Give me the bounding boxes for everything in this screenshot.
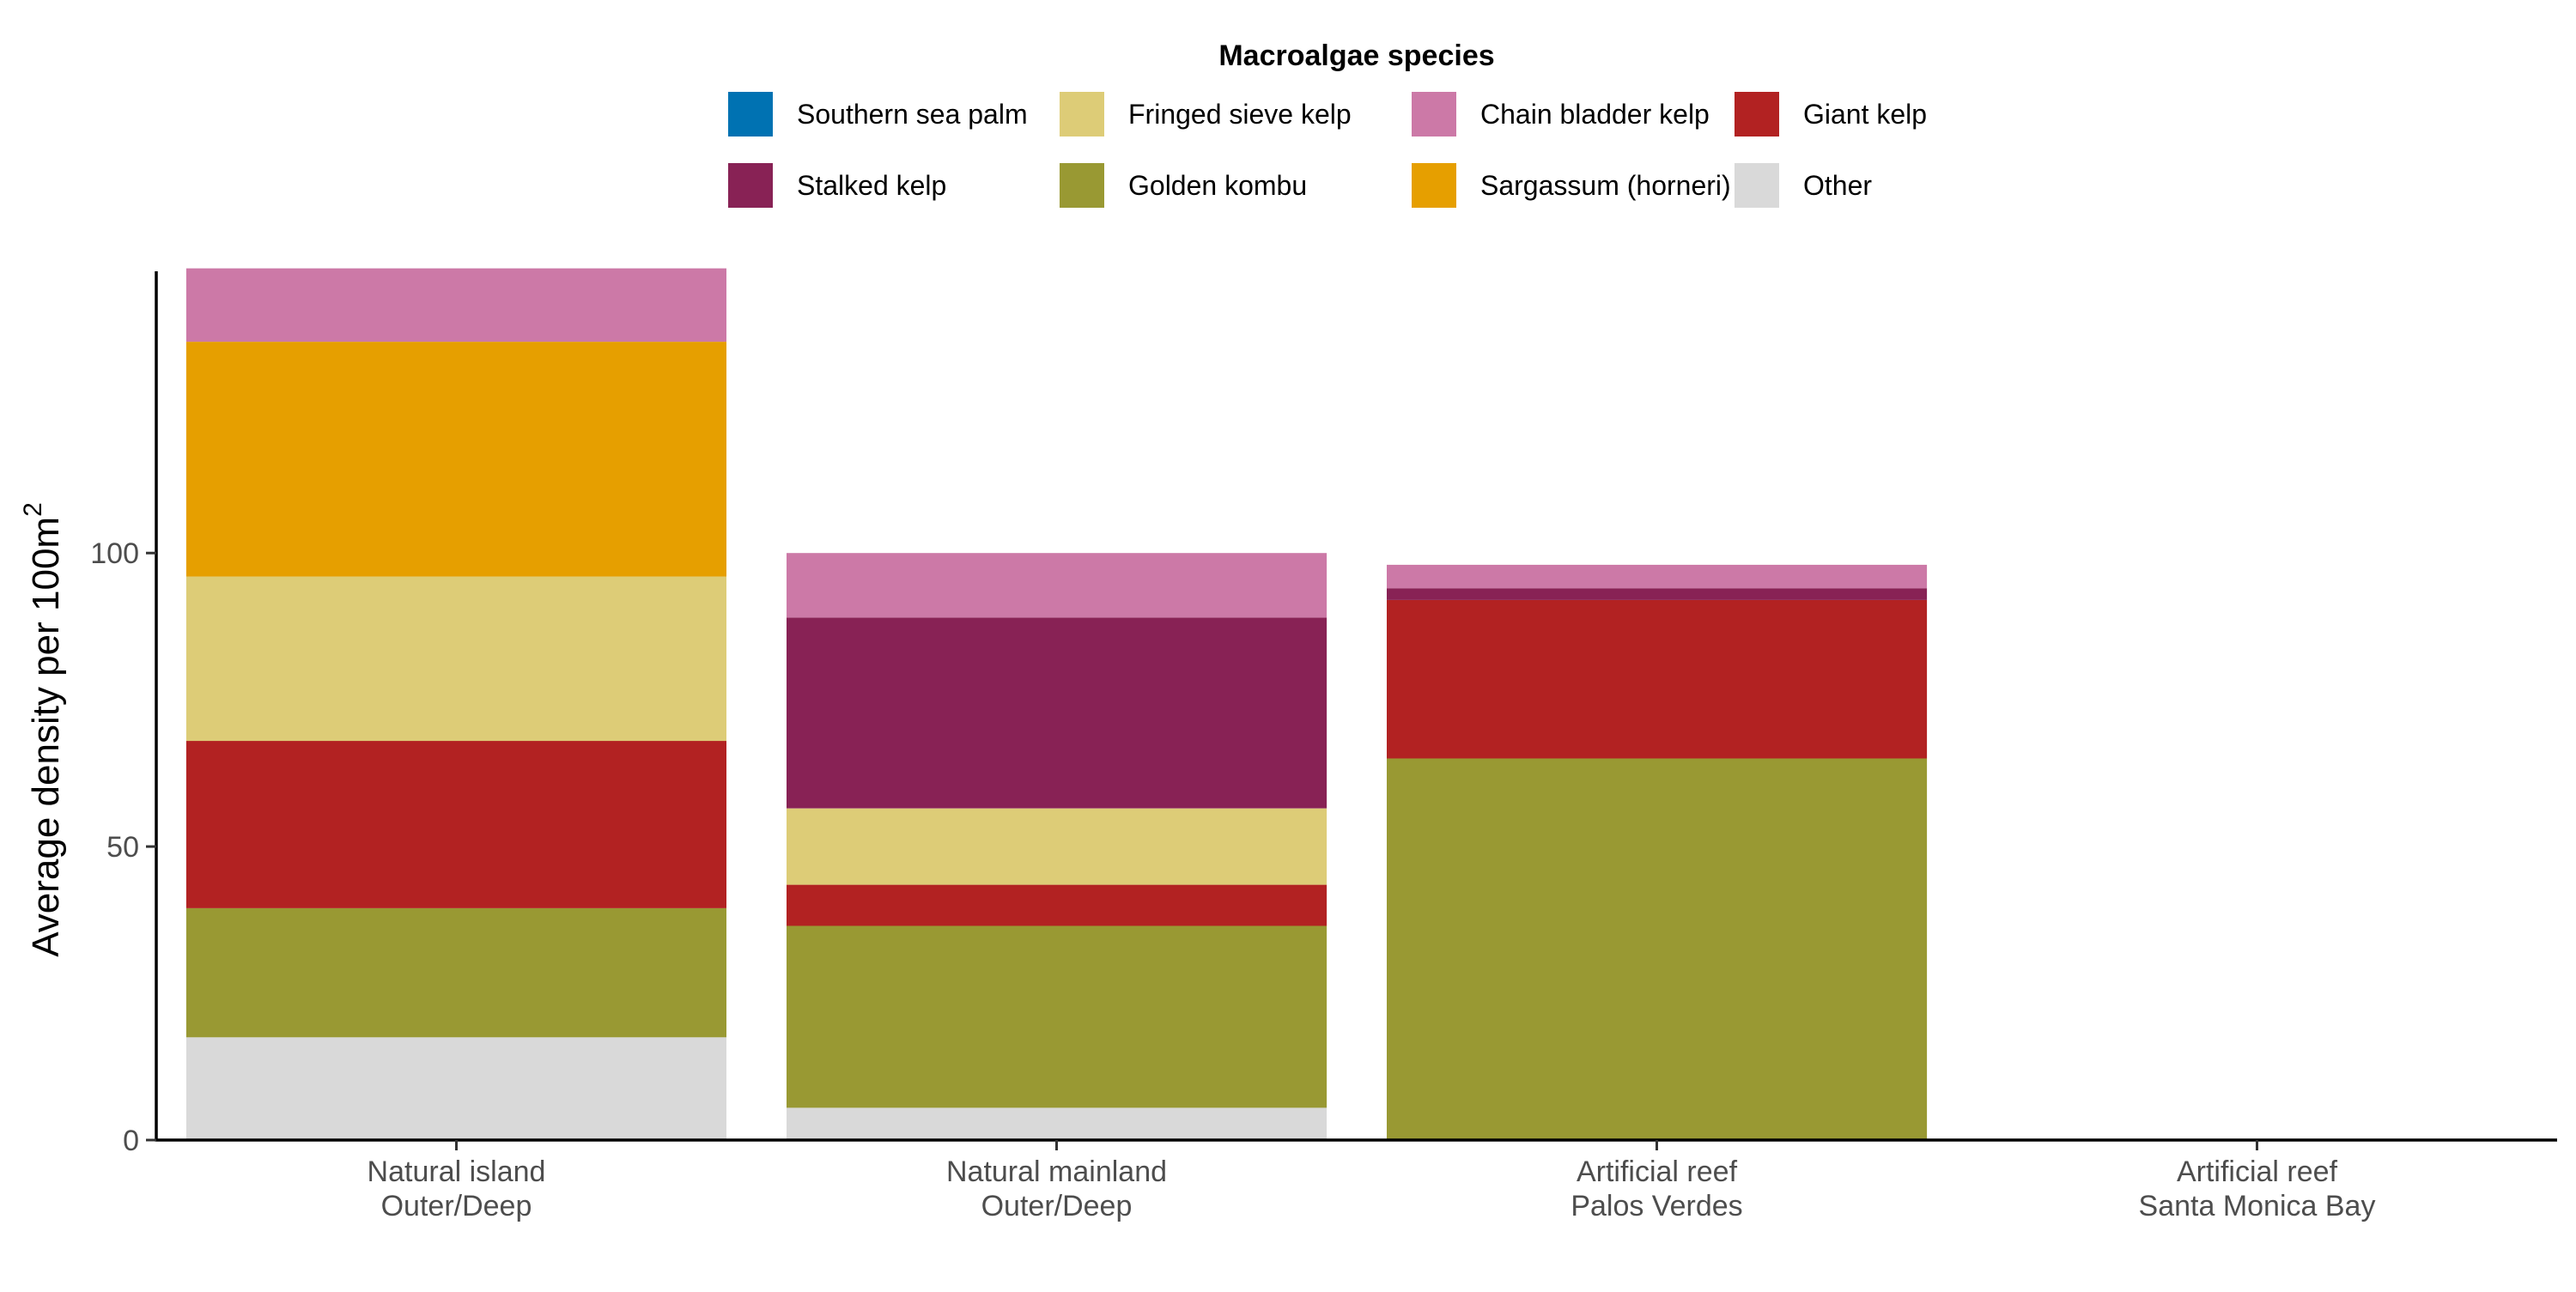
x-tick-label-line2: Santa Monica Bay bbox=[2139, 1190, 2376, 1222]
y-tick-label: 0 bbox=[123, 1125, 139, 1157]
legend-title: Macroalgae species bbox=[1218, 39, 1494, 72]
x-tick-label-line2: Outer/Deep bbox=[381, 1190, 532, 1222]
bar-segment-sargassum-horneri bbox=[185, 342, 726, 577]
y-axis-title: Average density per 100m2 bbox=[19, 502, 67, 957]
bar-segment-giant-kelp bbox=[787, 884, 1327, 926]
legend: Macroalgae species Southern sea palm Stal… bbox=[728, 39, 1927, 208]
bars bbox=[185, 268, 1928, 1140]
legend-label-southern-sea-palm: Southern sea palm bbox=[797, 99, 1028, 130]
bar-segment-other bbox=[185, 1037, 726, 1140]
legend-label-giant-kelp: Giant kelp bbox=[1803, 99, 1927, 130]
x-tick-label-line1: Natural island bbox=[368, 1156, 546, 1188]
bar-segment-fringed-sieve-kelp bbox=[185, 576, 726, 742]
y-tick-label: 100 bbox=[90, 537, 139, 570]
x-tick-label-line2: Palos Verdes bbox=[1571, 1190, 1742, 1222]
legend-key-other bbox=[1735, 163, 1779, 208]
legend-label-other: Other bbox=[1803, 170, 1872, 201]
x-tick-label-line2: Outer/Deep bbox=[981, 1190, 1133, 1222]
legend-key-giant-kelp bbox=[1735, 92, 1779, 136]
bar-segment-fringed-sieve-kelp bbox=[787, 808, 1327, 885]
bar-segment-other bbox=[787, 1107, 1327, 1140]
bar-segment-chain-bladder-kelp bbox=[787, 553, 1327, 618]
legend-label-golden-kombu: Golden kombu bbox=[1128, 170, 1307, 201]
legend-key-southern-sea-palm bbox=[728, 92, 773, 136]
bar-segment-chain-bladder-kelp bbox=[185, 268, 726, 343]
legend-key-sargassum-horneri bbox=[1412, 163, 1456, 208]
legend-label-sargassum-horneri: Sargassum (horneri) bbox=[1480, 170, 1731, 201]
legend-key-golden-kombu bbox=[1060, 163, 1104, 208]
legend-label-stalked-kelp: Stalked kelp bbox=[797, 170, 946, 201]
legend-label-fringed-sieve-kelp: Fringed sieve kelp bbox=[1128, 99, 1352, 130]
legend-key-fringed-sieve-kelp bbox=[1060, 92, 1104, 136]
bar-segment-stalked-kelp bbox=[787, 617, 1327, 809]
bar-segment-chain-bladder-kelp bbox=[1387, 564, 1928, 589]
bar-segment-giant-kelp bbox=[1387, 599, 1928, 759]
legend-key-chain-bladder-kelp bbox=[1412, 92, 1456, 136]
x-tick-label-line1: Natural mainland bbox=[946, 1156, 1167, 1188]
x-tick-label-line1: Artificial reef bbox=[1577, 1156, 1738, 1188]
bar-segment-golden-kombu bbox=[1387, 758, 1928, 1140]
y-axis-title-superscript: 2 bbox=[19, 502, 47, 517]
legend-label-chain-bladder-kelp: Chain bladder kelp bbox=[1480, 99, 1710, 130]
y-tick-label: 50 bbox=[106, 831, 139, 864]
bar-segment-giant-kelp bbox=[185, 741, 726, 908]
bar-segment-golden-kombu bbox=[185, 907, 726, 1038]
y-axis-title-text: Average density per 100m bbox=[25, 517, 67, 957]
bar-segment-golden-kombu bbox=[787, 925, 1327, 1108]
x-tick-label-line1: Artificial reef bbox=[2177, 1156, 2338, 1188]
bar-segment-stalked-kelp bbox=[1387, 588, 1928, 600]
legend-key-stalked-kelp bbox=[728, 163, 773, 208]
